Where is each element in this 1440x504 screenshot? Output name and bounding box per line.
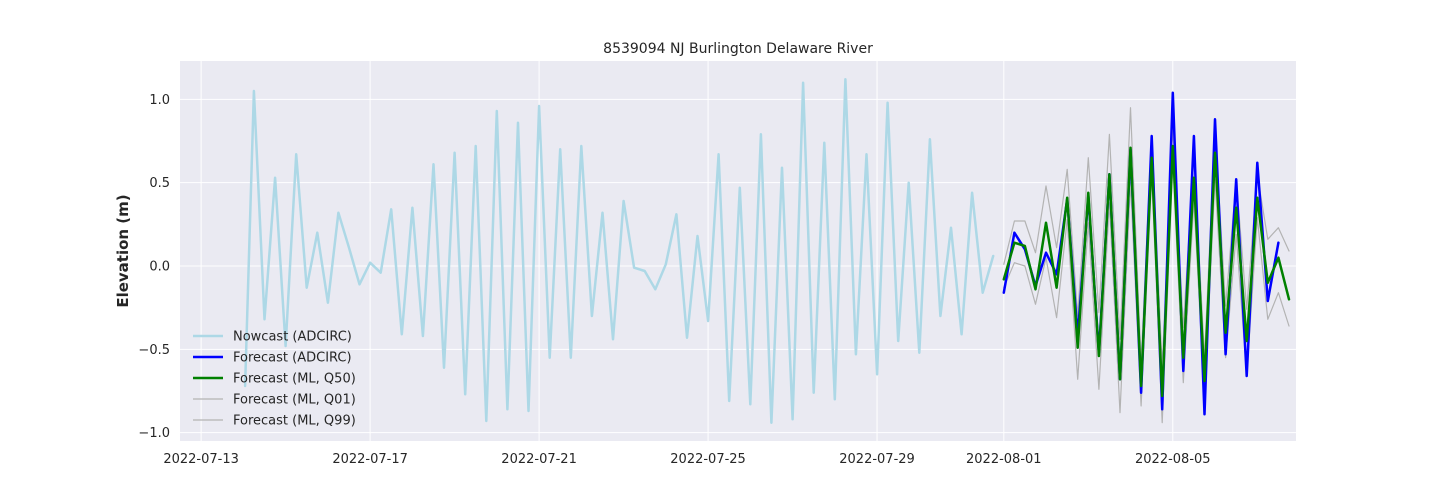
series-layer	[243, 78, 1291, 424]
y-tick-label: 0.0	[149, 260, 170, 275]
x-tick-label: 2022-07-29	[839, 452, 915, 467]
x-tick-label: 2022-07-13	[163, 452, 239, 467]
legend-label: Forecast (ML, Q50)	[233, 372, 356, 387]
x-tick-label: 2022-07-17	[332, 452, 408, 467]
y-tick-label: 0.5	[149, 176, 170, 191]
legend: Nowcast (ADCIRC) Forecast (ADCIRC) Forecas…	[193, 330, 356, 429]
chart-title: 8539094 NJ Burlington Delaware River	[603, 41, 873, 57]
legend-label: Forecast (ML, Q99)	[233, 414, 356, 429]
ticks: 2022-07-13 2022-07-17 2022-07-21 2022-07-25…	[138, 93, 1210, 467]
legend-label: Forecast (ML, Q01)	[233, 393, 356, 408]
y-tick-label: −0.5	[138, 343, 170, 358]
x-tick-label: 2022-08-05	[1135, 452, 1211, 467]
y-tick-label: 1.0	[149, 93, 170, 108]
y-tick-label: −1.0	[138, 426, 170, 441]
series-line-2	[1002, 144, 1291, 398]
plot-background	[180, 61, 1296, 441]
legend-label: Nowcast (ADCIRC)	[233, 330, 352, 345]
legend-label: Forecast (ADCIRC)	[233, 351, 352, 366]
y-axis-label: Elevation (m)	[114, 194, 132, 307]
series-line-0	[243, 78, 995, 424]
x-tick-label: 2022-08-01	[966, 452, 1042, 467]
x-tick-label: 2022-07-21	[501, 452, 577, 467]
x-tick-label: 2022-07-25	[670, 452, 746, 467]
